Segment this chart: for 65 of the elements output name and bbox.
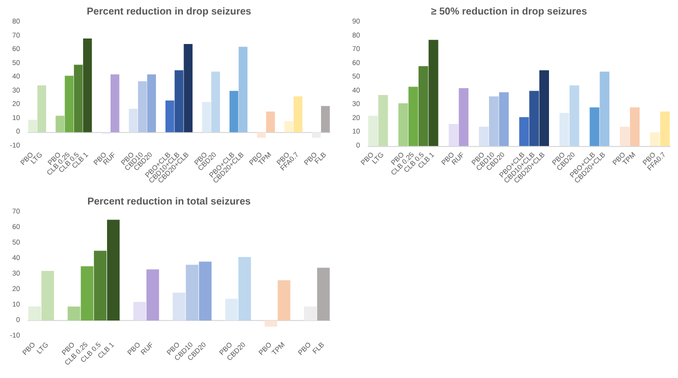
bar [110,74,120,132]
bar [256,132,266,138]
bar [172,292,186,320]
bar [408,86,418,146]
bar [368,116,378,146]
bar [378,95,388,146]
bar [284,121,294,132]
bar [278,280,290,320]
bar [107,220,120,320]
bar [304,306,317,320]
bar [418,66,428,146]
bar [398,103,408,146]
bar [458,88,468,146]
bar [312,132,321,138]
bar [56,116,64,132]
bar [238,46,248,132]
bar [428,40,438,146]
bar [499,92,509,146]
chart-title: ≥ 50% reduction in drop seizures [430,6,588,18]
bar [83,38,92,132]
bar [165,100,174,132]
bar [238,256,251,320]
bar [225,298,238,320]
bar [198,262,212,320]
bar [489,96,499,146]
bar [80,266,94,320]
bar [590,107,600,146]
bar [186,264,198,320]
bar [174,70,184,132]
chart-title: Percent reduction in drop seizures [86,6,252,18]
bar [519,117,529,146]
bar [317,268,330,320]
bar [94,250,107,320]
bar [230,90,238,132]
bar [620,126,630,146]
bar [559,112,570,146]
bar [184,44,193,132]
bar [28,306,41,320]
bar [74,64,83,132]
bar [64,76,74,132]
bar [630,107,640,146]
bar [128,108,138,132]
bar [321,106,330,132]
bar [211,72,220,132]
bar [650,132,660,146]
bar [600,72,610,146]
bar [68,306,80,320]
bar [41,270,54,320]
bar [147,74,156,132]
bar [539,70,549,146]
bar [28,120,37,132]
bar [529,90,539,146]
bar [202,102,211,132]
bar [138,81,147,132]
bar [264,320,278,327]
bar [478,126,489,146]
bar [266,112,275,132]
bar [448,124,458,146]
bar [660,112,670,146]
chart-title: Percent reduction in total seizures [87,196,252,208]
bar [37,85,46,132]
bar [133,302,146,320]
bar [146,269,160,320]
bar [570,85,580,146]
bar [294,96,302,132]
